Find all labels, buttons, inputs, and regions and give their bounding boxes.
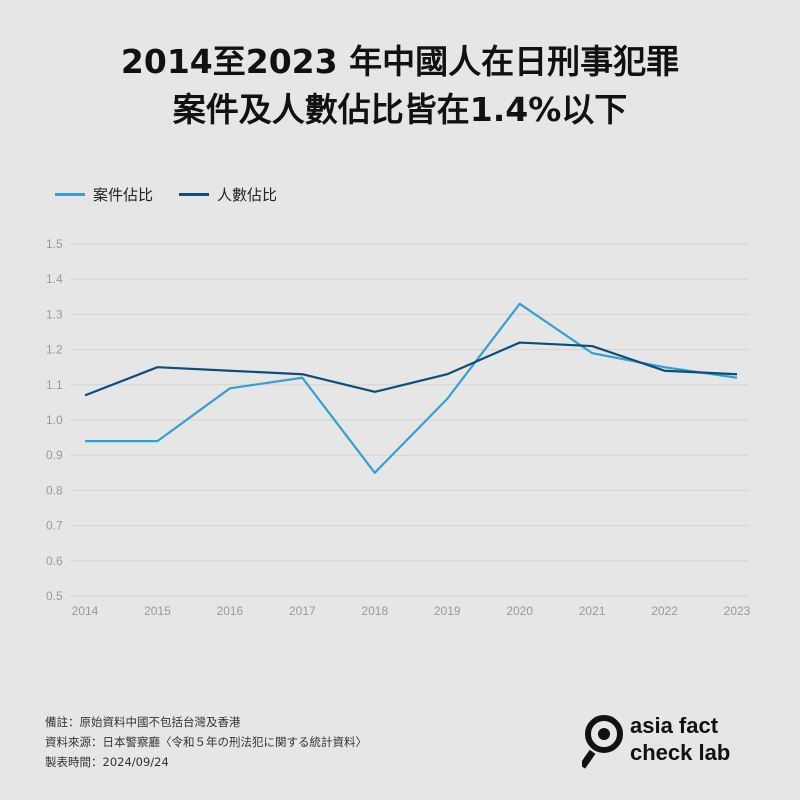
remark-note: 備註：原始資料中國不包括台灣及香港 bbox=[45, 715, 241, 729]
footnotes: 備註：原始資料中國不包括台灣及香港 資料來源：日本警察廳〈令和５年の刑法犯に関す… bbox=[45, 712, 367, 772]
chart-title: 2014至2023 年中國人在日刑事犯罪 案件及人數佔比皆在1.4%以下 bbox=[0, 38, 800, 134]
date-note: 製表時間：2024/09/24 bbox=[45, 755, 169, 769]
source-note: 資料來源：日本警察廳〈令和５年の刑法犯に関する統計資料〉 bbox=[45, 735, 367, 749]
y-tick-label: 1.1 bbox=[46, 378, 63, 392]
x-tick-label: 2016 bbox=[217, 604, 244, 618]
legend-label-cases: 案件佔比 bbox=[93, 186, 154, 204]
y-tick-label: 1.2 bbox=[46, 343, 63, 357]
x-tick-label: 2015 bbox=[144, 604, 171, 618]
y-tick-label: 0.7 bbox=[46, 519, 63, 533]
legend-item-people: 人數佔比 bbox=[179, 184, 277, 205]
legend-item-cases: 案件佔比 bbox=[55, 184, 153, 205]
y-tick-label: 0.8 bbox=[46, 483, 63, 497]
legend-swatch-people bbox=[179, 193, 210, 196]
magnifier-logo-icon bbox=[582, 715, 623, 769]
y-tick-label: 1.4 bbox=[46, 272, 63, 286]
legend-label-people: 人數佔比 bbox=[217, 186, 278, 204]
y-tick-label: 1.3 bbox=[46, 307, 63, 321]
title-line-2: 案件及人數佔比皆在1.4%以下 bbox=[172, 90, 628, 129]
x-tick-label: 2014 bbox=[72, 604, 99, 618]
x-tick-label: 2023 bbox=[724, 604, 751, 618]
x-tick-label: 2017 bbox=[289, 604, 316, 618]
x-tick-label: 2021 bbox=[579, 604, 606, 618]
y-tick-label: 1.5 bbox=[46, 237, 63, 251]
logo-text: asia fact check lab bbox=[630, 712, 730, 766]
logo-line-2: check lab bbox=[630, 740, 731, 765]
x-tick-label: 2022 bbox=[651, 604, 678, 618]
legend-swatch-cases bbox=[55, 193, 85, 196]
y-tick-label: 0.6 bbox=[46, 554, 63, 568]
x-tick-label: 2019 bbox=[434, 604, 461, 618]
y-tick-label: 0.5 bbox=[46, 589, 63, 603]
y-tick-label: 1.0 bbox=[46, 413, 63, 427]
x-tick-label: 2018 bbox=[361, 604, 388, 618]
asia-fact-check-lab-logo: asia fact check lab bbox=[582, 712, 762, 772]
legend: 案件佔比 人數佔比 bbox=[55, 184, 277, 205]
x-tick-label: 2020 bbox=[506, 604, 533, 618]
y-tick-label: 0.9 bbox=[46, 448, 63, 462]
series-line-cases bbox=[85, 302, 738, 474]
series-line-people bbox=[84, 341, 738, 397]
title-line-1: 2014至2023 年中國人在日刑事犯罪 bbox=[120, 42, 680, 81]
logo-line-1: asia fact bbox=[630, 713, 719, 738]
